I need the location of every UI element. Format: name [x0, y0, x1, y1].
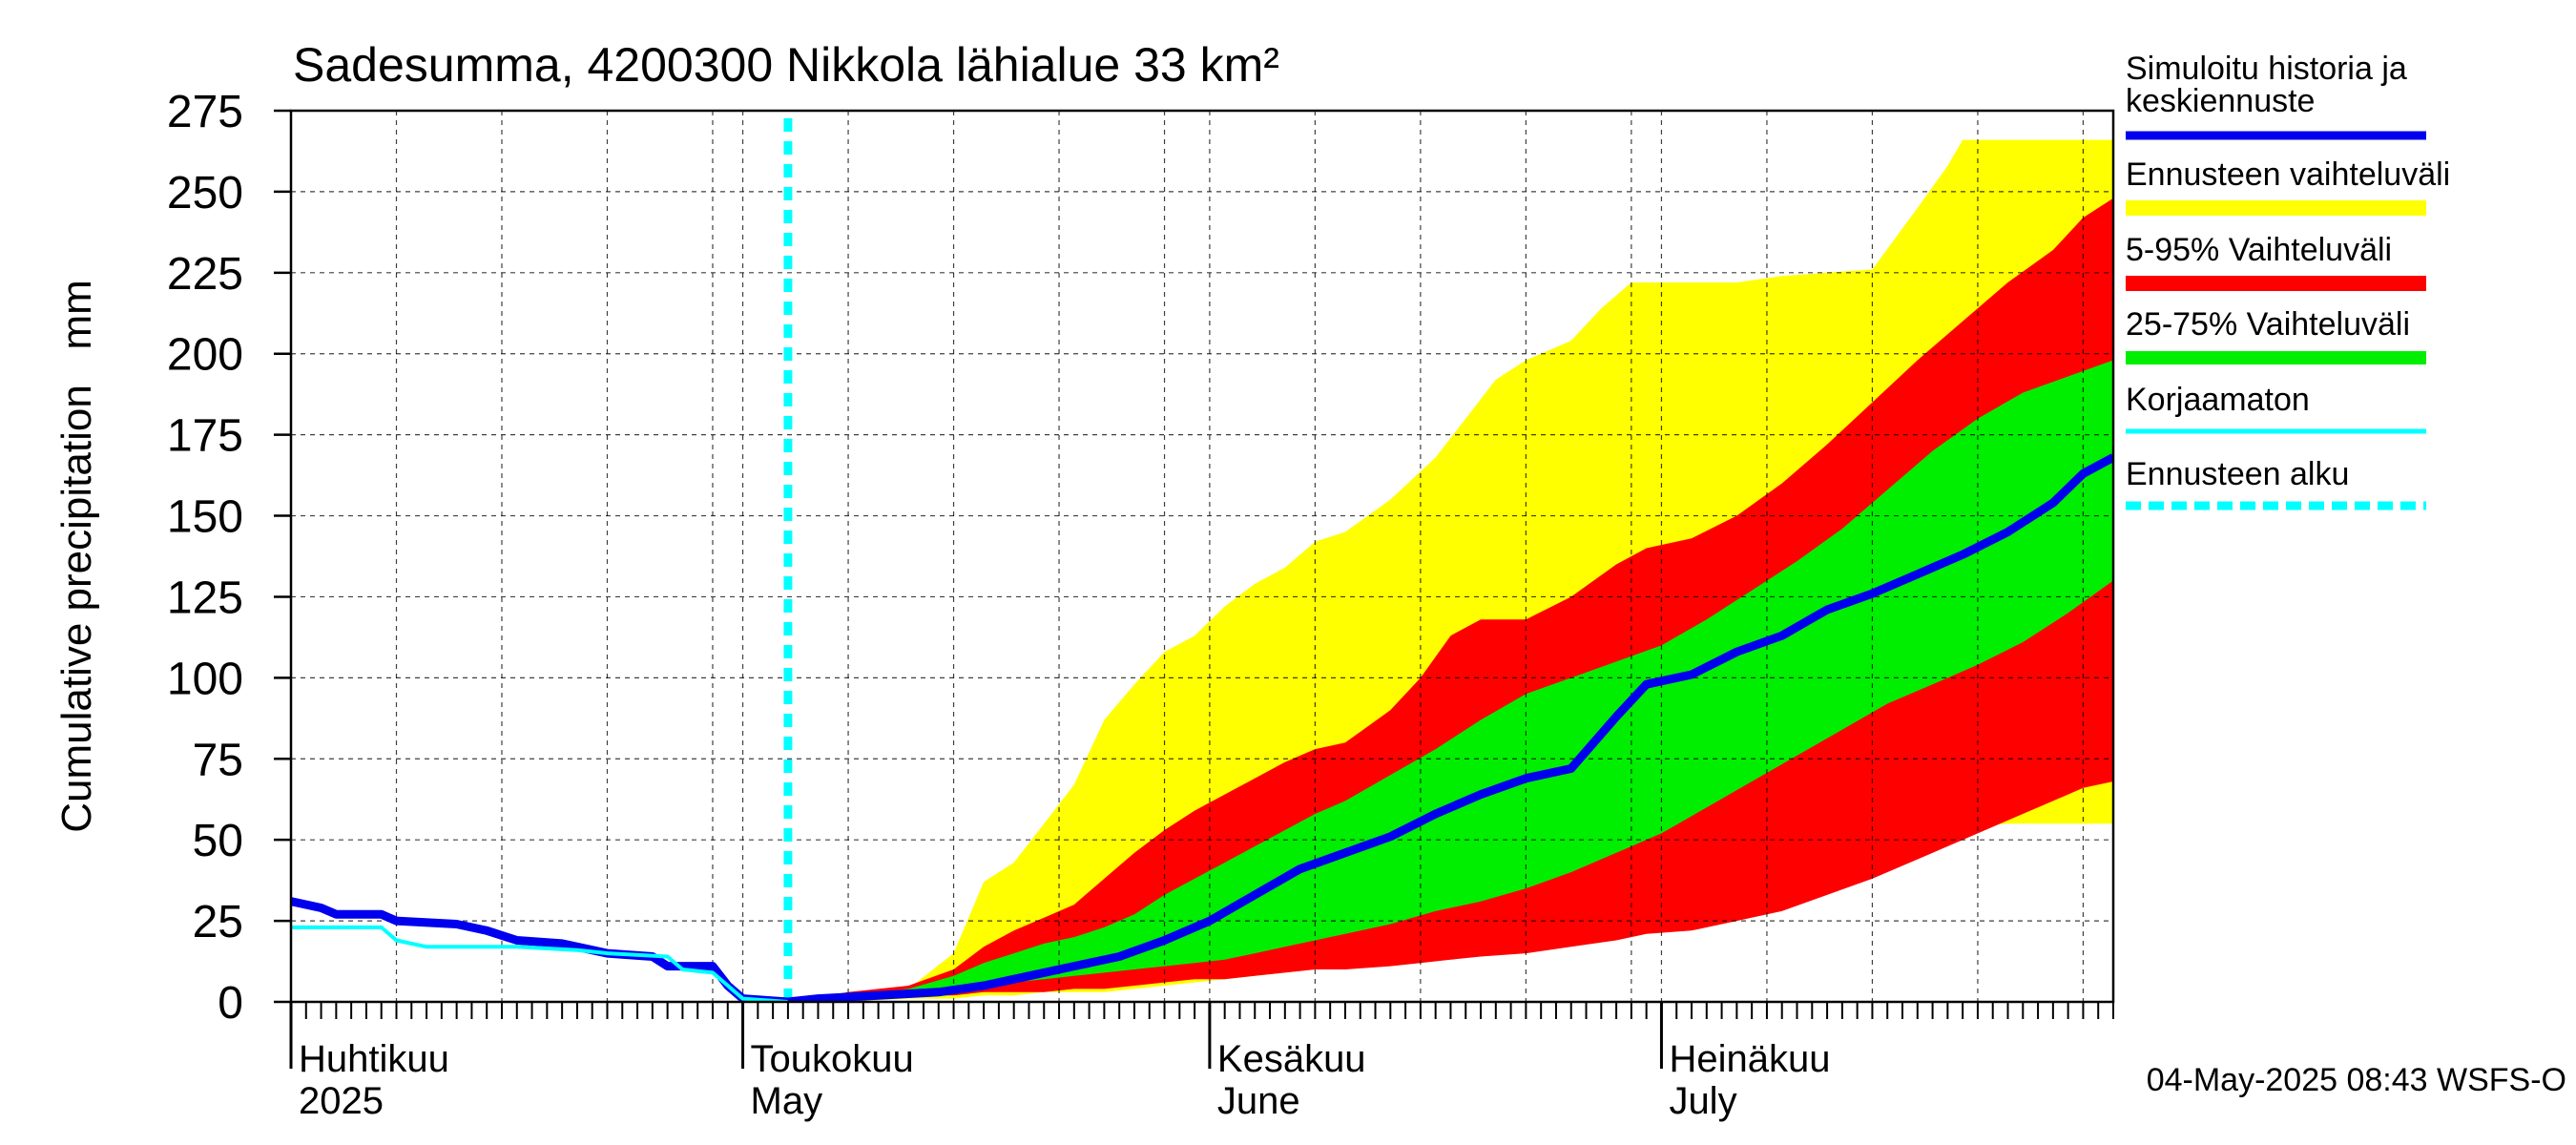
month-label: Huhtikuu	[299, 1038, 449, 1080]
legend-label: 5-95% Vaihteluväli	[2126, 232, 2392, 268]
y-tick-label: 225	[167, 249, 243, 300]
forecast-bands	[787, 139, 2113, 1002]
y-tick-label: 275	[167, 87, 243, 137]
y-tick-label: 175	[167, 411, 243, 462]
y-tick-label: 50	[193, 816, 243, 866]
month-label: Heinäkuu	[1669, 1038, 1830, 1080]
month-sublabel: May	[751, 1080, 823, 1122]
y-axis-label: Cumulative precipitation mm	[53, 280, 100, 833]
series-line-uncorrected	[291, 925, 789, 1002]
y-tick-label: 0	[218, 978, 243, 1029]
axes: 0 25 50 75 100 125 150 175 200 225 250 275 Huhtikuu2…	[167, 87, 2115, 1122]
legend-label: 25-75% Vaihteluväli	[2126, 306, 2410, 343]
legend-label: Ennusteen vaihteluväli	[2126, 156, 2450, 193]
plot-frame	[289, 109, 2115, 1004]
month-label: Kesäkuu	[1217, 1038, 1366, 1080]
band-range_5_95	[787, 198, 2113, 1002]
legend: Simuloitu historia ja keskiennuste Ennuste…	[2126, 51, 2450, 510]
y-tick-label: 150	[167, 492, 243, 543]
legend-label-line: Simuloitu historia ja	[2126, 51, 2407, 87]
y-tick-label: 125	[167, 572, 243, 623]
y-tick-label: 250	[167, 168, 243, 219]
band-range_25_75	[787, 360, 2113, 1002]
month-sublabel: 2025	[299, 1080, 384, 1122]
month-sublabel: July	[1669, 1080, 1736, 1122]
legend-label: Korjaamaton	[2126, 382, 2310, 418]
chart-title: Sadesumma, 4200300 Nikkola lähialue 33 k…	[293, 38, 1279, 92]
legend-label: Ennusteen alku	[2126, 456, 2349, 492]
series-lines	[291, 118, 2113, 1002]
legend-label: Simuloitu historia ja keskiennuste	[2126, 51, 2407, 119]
timestamp: 04-May-2025 08:43 WSFS-O	[2147, 1062, 2566, 1098]
y-tick-label: 100	[167, 654, 243, 704]
y-tick-label: 75	[193, 735, 243, 785]
legend-label-line: keskiennuste	[2126, 83, 2315, 119]
y-tick-label: 200	[167, 330, 243, 381]
series-line-median	[787, 453, 2113, 1002]
month-sublabel: June	[1217, 1080, 1300, 1122]
y-tick-label: 25	[193, 897, 243, 947]
series-line-history	[291, 897, 789, 1002]
month-label: Toukokuu	[751, 1038, 914, 1080]
